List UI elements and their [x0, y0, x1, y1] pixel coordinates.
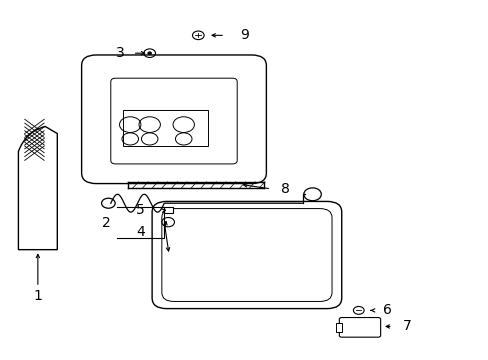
Text: 9: 9	[240, 28, 248, 42]
Text: 4: 4	[136, 225, 145, 239]
FancyBboxPatch shape	[81, 55, 266, 184]
PathPatch shape	[19, 126, 57, 249]
FancyBboxPatch shape	[111, 78, 237, 164]
Circle shape	[147, 52, 151, 55]
Text: 3: 3	[116, 46, 124, 60]
Text: 2: 2	[102, 216, 110, 230]
FancyBboxPatch shape	[162, 208, 331, 301]
Text: 8: 8	[281, 182, 290, 196]
Bar	[122, 111, 207, 146]
FancyBboxPatch shape	[152, 202, 341, 309]
Bar	[164, 207, 173, 213]
Text: 5: 5	[136, 203, 145, 217]
Text: 1: 1	[33, 289, 42, 303]
Text: 6: 6	[383, 303, 391, 318]
FancyBboxPatch shape	[339, 318, 380, 337]
Text: 7: 7	[402, 319, 411, 333]
Bar	[335, 323, 341, 332]
